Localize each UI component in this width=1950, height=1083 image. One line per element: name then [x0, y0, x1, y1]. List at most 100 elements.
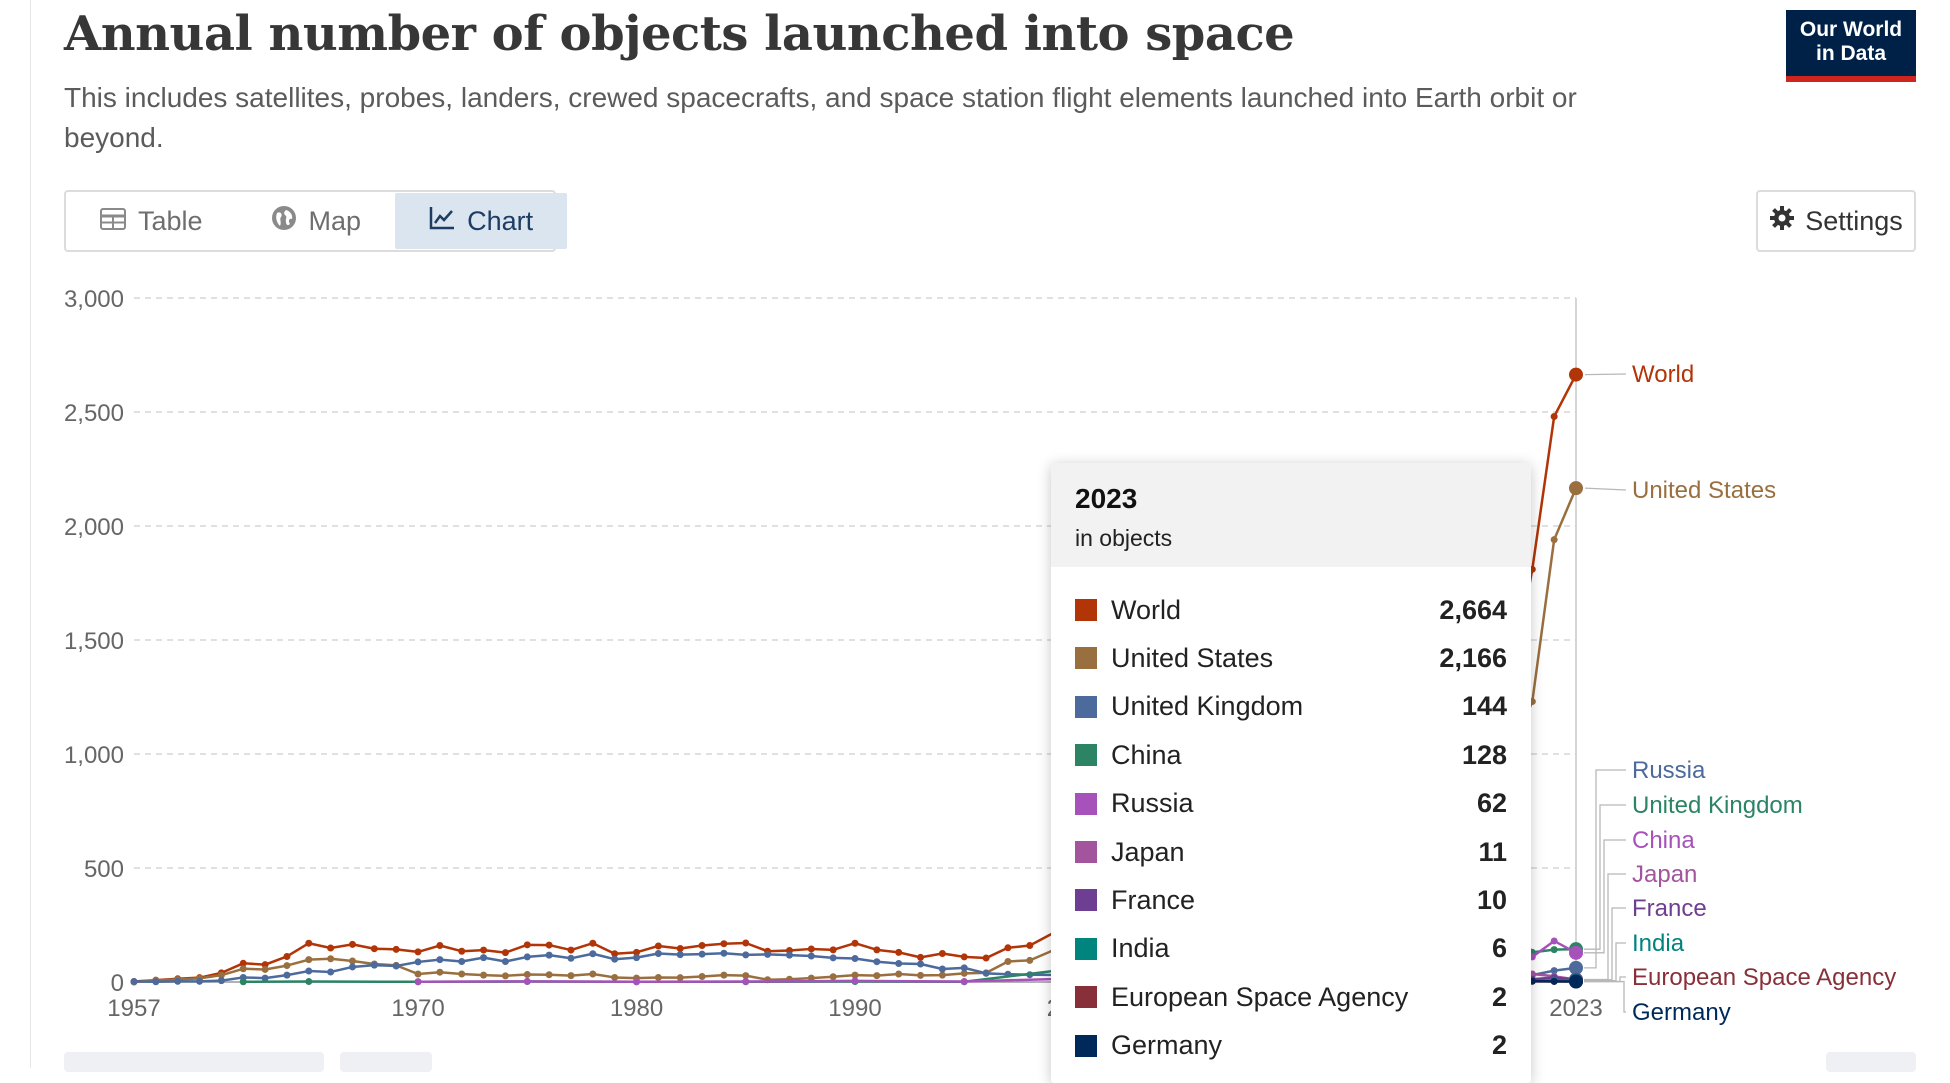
- bottom-control[interactable]: [64, 1052, 324, 1072]
- data-point: [283, 962, 290, 969]
- data-point: [873, 946, 880, 953]
- data-point: [502, 958, 509, 965]
- data-point: [436, 956, 443, 963]
- data-point: [349, 941, 356, 948]
- data-point: [458, 971, 465, 978]
- data-point: [349, 963, 356, 970]
- data-point: [305, 956, 312, 963]
- tooltip-swatch: [1075, 986, 1097, 1008]
- data-point: [1004, 958, 1011, 965]
- data-point: [240, 978, 247, 985]
- data-point: [917, 960, 924, 967]
- data-point: [961, 953, 968, 960]
- data-point: [415, 971, 422, 978]
- series-end-label: United States: [1632, 477, 1776, 504]
- data-point: [393, 946, 400, 953]
- x-tick-label: 1957: [107, 995, 160, 1022]
- data-point: [939, 966, 946, 973]
- tooltip-swatch: [1075, 599, 1097, 621]
- data-point: [480, 947, 487, 954]
- tooltip-unit: in objects: [1075, 525, 1507, 552]
- data-point: [371, 962, 378, 969]
- data-point: [458, 948, 465, 955]
- data-point: [830, 954, 837, 961]
- tooltip-header: 2023 in objects: [1051, 463, 1531, 567]
- y-tick-label: 1,500: [64, 628, 124, 655]
- data-point: [917, 972, 924, 979]
- tooltip-series-name: China: [1111, 740, 1462, 771]
- data-point: [567, 972, 574, 979]
- data-point: [240, 965, 247, 972]
- data-point: [808, 953, 815, 960]
- series-label-connector: [1584, 874, 1626, 979]
- data-point: [480, 972, 487, 979]
- data-point: [655, 950, 662, 957]
- data-point: [633, 978, 640, 985]
- tooltip-series-value: 6: [1492, 933, 1507, 964]
- data-point: [961, 978, 968, 985]
- series-end-label: Germany: [1632, 999, 1731, 1026]
- data-point: [589, 971, 596, 978]
- data-point: [327, 945, 334, 952]
- tooltip-series-name: Russia: [1111, 788, 1477, 819]
- series-end-label: China: [1632, 827, 1695, 854]
- bottom-control[interactable]: [1826, 1052, 1916, 1072]
- tooltip-series-value: 2: [1492, 1030, 1507, 1061]
- tooltip-swatch: [1075, 938, 1097, 960]
- data-point: [720, 950, 727, 957]
- tooltip-series-value: 11: [1478, 837, 1507, 868]
- data-point: [393, 963, 400, 970]
- tooltip-series-name: France: [1111, 885, 1477, 916]
- data-point: [196, 978, 203, 985]
- data-point: [895, 960, 902, 967]
- data-point: [1026, 942, 1033, 949]
- data-point: [1004, 944, 1011, 951]
- tooltip-series-name: India: [1111, 933, 1492, 964]
- data-point: [742, 951, 749, 958]
- data-point: [546, 971, 553, 978]
- data-point: [371, 945, 378, 952]
- data-point: [873, 958, 880, 965]
- data-point: [742, 940, 749, 947]
- data-point: [480, 954, 487, 961]
- tooltip-swatch: [1075, 793, 1097, 815]
- data-point: [415, 958, 422, 965]
- data-point: [262, 966, 269, 973]
- data-point: [131, 978, 138, 985]
- data-point: [589, 950, 596, 957]
- y-tick-label: 2,500: [64, 400, 124, 427]
- data-point: [720, 972, 727, 979]
- series-end-label: France: [1632, 895, 1707, 922]
- data-point: [218, 977, 225, 984]
- data-point: [283, 972, 290, 979]
- y-tick-label: 0: [111, 970, 124, 997]
- data-point: [852, 955, 859, 962]
- data-point: [1551, 978, 1558, 985]
- tooltip-series-name: World: [1111, 595, 1439, 626]
- data-point: [852, 940, 859, 947]
- data-point: [611, 974, 618, 981]
- tooltip-swatch: [1075, 841, 1097, 863]
- data-point: [283, 953, 290, 960]
- data-point: [567, 955, 574, 962]
- data-point: [983, 970, 990, 977]
- series-end-label: India: [1632, 930, 1685, 957]
- y-tick-label: 3,000: [64, 286, 124, 313]
- data-point: [524, 971, 531, 978]
- end-marker: [1569, 368, 1583, 382]
- bottom-control[interactable]: [340, 1052, 432, 1072]
- tooltip-series-value: 2,664: [1439, 595, 1507, 626]
- data-point: [852, 977, 859, 984]
- data-point: [895, 949, 902, 956]
- y-tick-label: 2,000: [64, 514, 124, 541]
- tooltip-year: 2023: [1075, 483, 1507, 515]
- data-point: [677, 945, 684, 952]
- series-label-connector: [1584, 908, 1626, 980]
- data-point: [677, 951, 684, 958]
